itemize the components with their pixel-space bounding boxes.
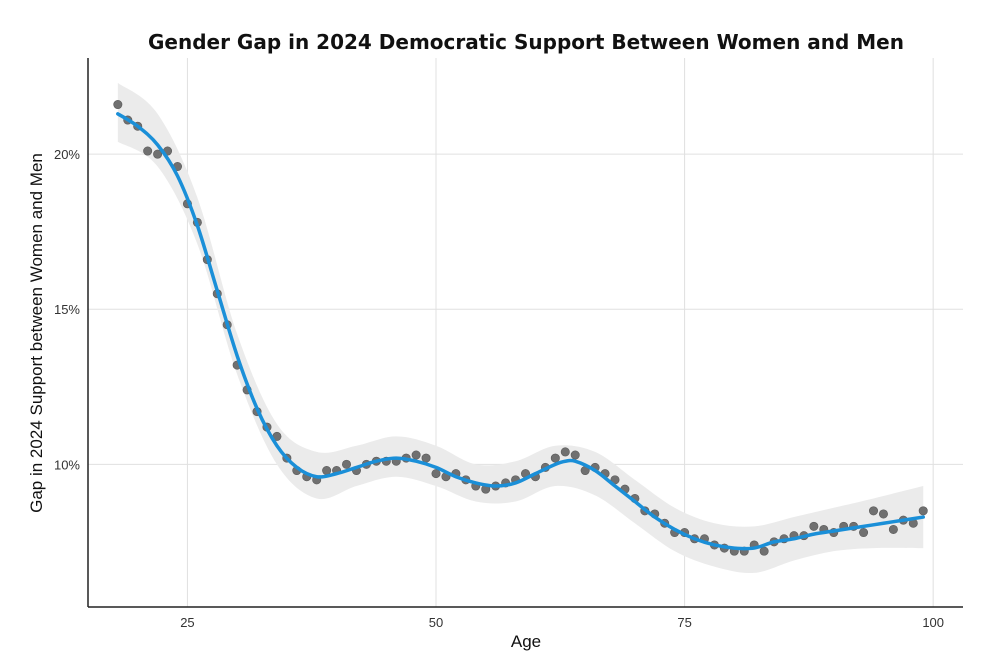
data-point [810,522,818,530]
y-tick-label: 20% [54,147,80,162]
data-point [571,451,579,459]
confidence-band-layer [118,83,923,573]
x-tick-label: 100 [922,615,944,630]
data-point [342,460,350,468]
x-tick-label: 50 [429,615,443,630]
data-point [760,547,768,555]
data-point [889,525,897,533]
data-point [551,454,559,462]
data-point [919,507,927,515]
data-point [422,454,430,462]
x-tick-label: 75 [677,615,691,630]
data-point [859,528,867,536]
y-tick-label: 10% [54,457,80,472]
data-point [322,466,330,474]
x-tick-label: 25 [180,615,194,630]
x-axis-label: Age [511,632,541,651]
data-point [412,451,420,459]
data-point [561,448,569,456]
confidence-band [118,83,923,573]
y-axis-label: Gap in 2024 Support between Women and Me… [27,153,46,513]
data-point [114,100,122,108]
data-point [143,147,151,155]
y-tick-label: 15% [54,302,80,317]
data-point [869,507,877,515]
data-point [879,510,887,518]
data-point [432,469,440,477]
